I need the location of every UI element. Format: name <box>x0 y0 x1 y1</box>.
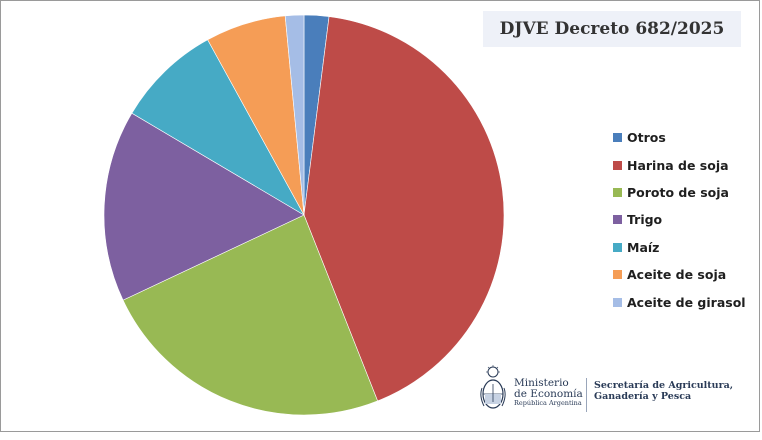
legend-label: Aceite de girasol <box>627 294 746 310</box>
legend-label: Harina de soja <box>627 157 729 173</box>
secretaria-name: Secretaría de Agricultura, Ganadería y P… <box>594 380 733 403</box>
legend-item-aceite-de-girasol: Aceite de girasol <box>613 288 746 315</box>
chart-legend: Otros Harina de soja Poroto de soja Trigo Ma… <box>613 124 746 316</box>
pie-slice-poroto-de-soja <box>122 214 379 416</box>
ministry-line-2: de Economía <box>514 388 583 401</box>
ministry-name: Ministerio de Economía República Argenti… <box>514 377 583 408</box>
chart-title-box: DJVE Decreto 682/2025 <box>483 11 741 47</box>
legend-label: Trigo <box>627 212 663 228</box>
legend-item-harina-de-soja: Harina de soja <box>613 151 746 178</box>
legend-item-maiz: Maíz <box>613 234 746 261</box>
legend-swatch <box>613 215 622 225</box>
legend-swatch <box>613 297 622 307</box>
legend-item-poroto-de-soja: Poroto de soja <box>613 179 746 206</box>
legend-swatch <box>613 270 622 280</box>
legend-swatch <box>613 187 622 197</box>
legend-swatch <box>613 160 622 170</box>
pie-slice-maiz <box>131 39 305 216</box>
pie-slice-harina-de-soja <box>303 16 505 402</box>
logo-divider <box>586 378 587 412</box>
secretaria-line-1: Secretaría de Agricultura, <box>594 380 734 391</box>
coat-of-arms-icon <box>480 365 506 409</box>
legend-label: Maíz <box>627 239 660 255</box>
pie-slice-trigo <box>103 112 305 301</box>
legend-item-otros: Otros <box>613 124 746 151</box>
ministry-logo: Ministerio de Economía República Argenti… <box>476 364 746 416</box>
secretaria-line-2: Ganadería y Pesca <box>594 391 692 403</box>
legend-label: Otros <box>627 130 666 146</box>
ministry-line-3: República Argentina <box>514 399 582 408</box>
pie-slice-aceite-de-girasol <box>284 14 305 216</box>
legend-item-aceite-de-soja: Aceite de soja <box>613 261 746 288</box>
legend-item-trigo: Trigo <box>613 206 746 233</box>
legend-label: Poroto de soja <box>627 184 729 200</box>
legend-label: Aceite de soja <box>627 267 727 283</box>
ministry-line-1: Ministerio <box>514 377 569 389</box>
legend-swatch <box>613 242 622 252</box>
chart-title: DJVE Decreto 682/2025 <box>499 19 725 39</box>
legend-swatch <box>613 133 622 143</box>
